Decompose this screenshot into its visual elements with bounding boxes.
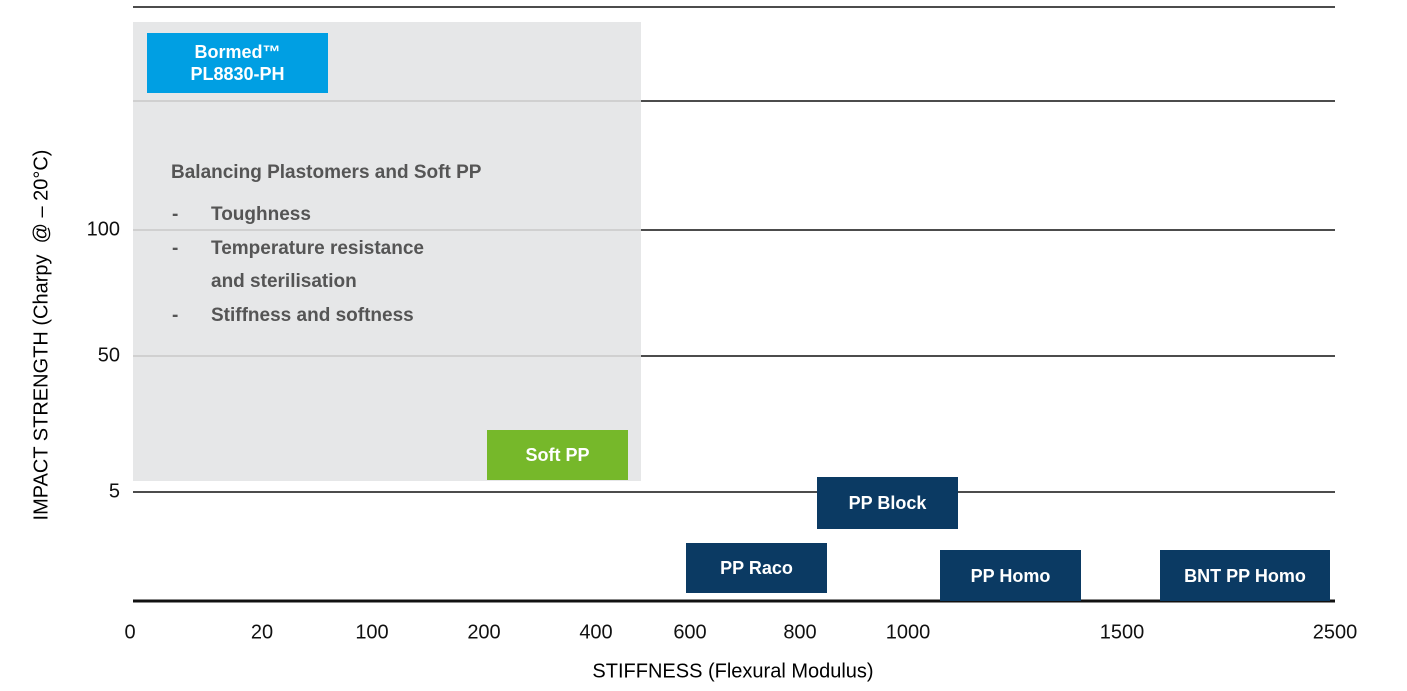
product-label: BNT PP Homo [1184, 565, 1306, 586]
x-tick-label: 800 [783, 621, 817, 644]
product-label: PP Homo [970, 565, 1051, 586]
y-tick-label: 50 [97, 344, 120, 367]
product-box: PP Raco [686, 543, 827, 593]
product-label: PP Raco [720, 558, 793, 578]
x-tick-label: 2500 [1312, 621, 1358, 644]
x-tick-label: 100 [355, 621, 389, 644]
bullet-dash: - [172, 304, 179, 326]
x-tick-label: 0 [124, 621, 136, 644]
product-box: PP Block [817, 477, 958, 529]
description-item: and sterilisation [211, 271, 357, 292]
product-label: Bormed™ [194, 42, 281, 62]
x-tick-label: 1500 [1099, 621, 1145, 644]
x-tick-label: 1000 [885, 621, 931, 644]
y-tick-label: 5 [108, 480, 120, 503]
product-box: Soft PP [487, 430, 628, 480]
x-tick-label: 20 [250, 621, 274, 644]
description-item: Toughness [211, 204, 311, 225]
y-axis-title: IMPACT STRENGTH (Charpy @ – 20°C) [30, 149, 53, 521]
product-label: PP Block [848, 493, 927, 513]
product-label: PL8830-PH [190, 64, 285, 84]
product-label: Soft PP [525, 445, 590, 465]
y-tick-label: 100 [86, 218, 120, 241]
product-box: BNT PP Homo [1160, 550, 1330, 601]
product-box: PP Homo [940, 550, 1081, 601]
x-tick-label: 600 [673, 621, 707, 644]
product-box: Bormed™ PL8830-PH [147, 33, 328, 93]
highlight-area [133, 22, 641, 481]
description-item: Stiffness and softness [211, 304, 414, 326]
description-item: Temperature resistance [211, 237, 424, 259]
x-tick-label: 200 [467, 621, 501, 644]
x-axis-title: STIFFNESS (Flexural Modulus) [592, 660, 874, 683]
x-tick-label: 400 [579, 621, 613, 644]
bullet-dash: - [172, 237, 179, 259]
bullet-dash: - [172, 204, 179, 225]
description-title: Balancing Plastomers and Soft PP [171, 162, 482, 183]
